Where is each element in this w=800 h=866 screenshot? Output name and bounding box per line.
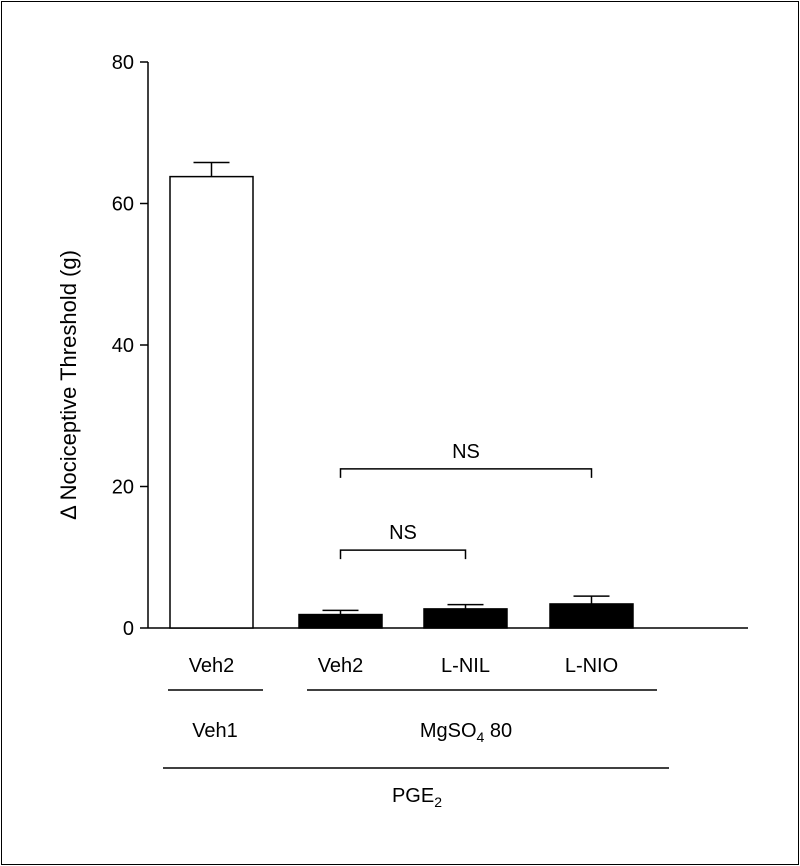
group-label-mgso4-text: MgSO4 80 [420, 720, 512, 745]
bar [549, 603, 634, 629]
category-label: Veh2 [189, 655, 235, 677]
bars: Veh2 Veh2 L-NIL L-NIO [169, 161, 634, 677]
group-label-mgso4: MgSO4 80 [420, 720, 512, 745]
significance-bracket [339, 549, 467, 560]
category-label: Veh2 [318, 655, 364, 677]
mgso4-main: MgSO [420, 720, 477, 742]
category-label: L-NIL [441, 655, 490, 677]
pge-main: PGE [392, 785, 434, 807]
bar [423, 608, 508, 629]
bar [169, 175, 254, 629]
overall-label: PGE2 [392, 785, 442, 810]
significance-label: NS [452, 441, 480, 463]
significance-label: NS [389, 522, 417, 544]
mgso4-subscript: 4 [477, 729, 485, 745]
y-tick-label: 40 [112, 335, 134, 357]
y-tick-label: 20 [112, 477, 134, 499]
y-axis-label: Δ Nociceptive Threshold (g) [56, 250, 81, 520]
group-label-veh1-text: Veh1 [192, 720, 238, 742]
y-tick-label: 60 [112, 194, 134, 216]
y-tick-label: 0 [123, 618, 134, 640]
category-label: L-NIO [565, 655, 618, 677]
significance-brackets: NS NS [339, 441, 593, 560]
pge-subscript: 2 [434, 794, 442, 810]
mgso4-tail: 80 [484, 720, 512, 742]
bar [298, 613, 383, 629]
significance-bracket [339, 468, 593, 478]
group-label-veh1: Veh1 [192, 720, 238, 742]
overall-label-text: PGE2 [392, 785, 442, 810]
y-tick-label: 80 [112, 52, 134, 74]
